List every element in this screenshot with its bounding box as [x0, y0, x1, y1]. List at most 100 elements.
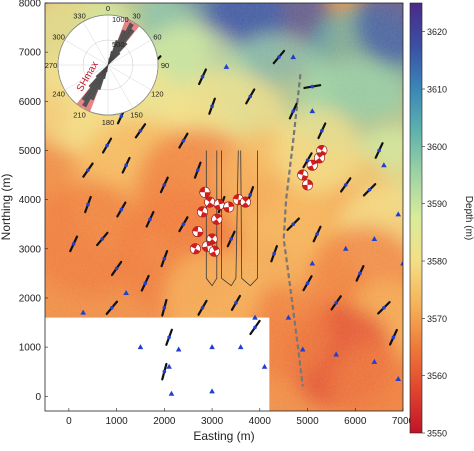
stress-bar	[272, 49, 286, 65]
station-marker	[371, 235, 378, 241]
station-marker	[252, 314, 258, 320]
focal-mechanism	[189, 243, 201, 255]
stress-bar	[312, 225, 322, 243]
rose-petal	[81, 64, 109, 102]
rose-diagram: 03060901201501802102402703003305001000SH…	[45, 4, 169, 127]
plot-frame	[44, 2, 404, 412]
focal-mechanism	[204, 196, 216, 208]
stress-bar-station	[119, 207, 124, 212]
focal-mechanism	[306, 159, 318, 171]
focal-compressional-quadrant	[212, 219, 220, 225]
focal-compressional-quadrant	[192, 226, 199, 232]
stress-bar	[377, 301, 391, 315]
focal-compressional-quadrant	[208, 233, 216, 239]
focal-mechanism	[208, 245, 220, 257]
rose-radial-label: 500	[112, 40, 125, 49]
y-tick-label: 5000	[19, 146, 42, 157]
stress-bar-station	[334, 301, 338, 305]
rose-petal	[107, 52, 121, 66]
stress-bar	[340, 177, 352, 193]
station-marker	[309, 260, 316, 266]
stress-bar	[82, 162, 94, 178]
rose-azimuth-label: 270	[45, 61, 58, 70]
colorbar-tick-label: 3600	[427, 142, 447, 152]
station-marker	[309, 108, 316, 114]
rose-azimuth-label: 210	[73, 110, 86, 119]
stress-bar	[230, 294, 242, 311]
stress-orientations	[69, 49, 398, 381]
station-marker	[381, 162, 387, 168]
stress-bar-station	[305, 281, 310, 285]
focal-compressional-quadrant	[217, 199, 225, 205]
masked-region	[45, 317, 270, 411]
y-axis: 0 1000 2000 3000 4000 5000 6000 7000 8000	[19, 0, 48, 403]
stress-bar	[197, 299, 208, 316]
rose-radial-label: 1000	[112, 15, 129, 24]
station-marker	[175, 346, 182, 352]
stress-bar	[270, 245, 278, 263]
rose-azimuth-label: 330	[73, 12, 86, 21]
stress-bar-station	[162, 369, 167, 374]
colorbar-tick-label: 3560	[427, 371, 447, 381]
station-marker	[342, 245, 349, 251]
stress-bar-station	[277, 55, 281, 59]
focal-mechanism	[197, 206, 209, 218]
station-marker	[261, 363, 268, 369]
stress-bar-station	[195, 168, 200, 172]
x-tick-label: 7000	[392, 416, 415, 427]
stress-bar-station	[181, 138, 186, 143]
focal-compressional-quadrant	[212, 246, 220, 252]
station-marker	[395, 211, 402, 217]
rose-azimuth-label: 150	[130, 110, 143, 119]
focal-compressional-quadrant	[228, 201, 234, 207]
focal-mechanism	[313, 152, 325, 164]
x-tick-label: 3000	[201, 416, 224, 427]
y-axis-label: Northing (m)	[0, 174, 13, 241]
stress-bar-station	[253, 325, 257, 330]
focal-compressional-quadrant	[214, 214, 222, 220]
focal-compressional-quadrant	[316, 152, 324, 158]
stress-bar	[286, 217, 300, 231]
focal-compressional-quadrant	[214, 204, 221, 210]
stress-bar	[134, 123, 147, 139]
stress-bar-station	[248, 192, 253, 197]
station-marker	[333, 351, 339, 357]
stress-bar-station	[382, 305, 386, 310]
stress-bar-station	[200, 74, 205, 79]
focal-compressional-quadrant	[302, 184, 308, 191]
rose-azimuth-label: 240	[52, 90, 65, 99]
stress-bar	[116, 201, 127, 218]
stress-bar-station	[162, 305, 167, 310]
fault-trace	[282, 74, 304, 387]
focal-compressional-quadrant	[223, 207, 230, 213]
focal-compressional-quadrant	[315, 157, 323, 164]
x-tick-label: 4000	[249, 416, 272, 427]
stress-bar-station	[138, 129, 143, 133]
stress-bar-station	[86, 202, 90, 207]
focal-compressional-quadrant	[205, 196, 213, 203]
stress-bar	[145, 210, 155, 228]
focal-compressional-quadrant	[193, 248, 201, 254]
stress-bar-station	[310, 84, 315, 89]
colorbar-label: Depth (m)	[463, 196, 474, 240]
stress-bar	[178, 216, 189, 233]
focal-mechanism	[199, 186, 211, 198]
colorbar-tick-label: 3570	[427, 314, 447, 324]
stress-bar	[193, 161, 202, 179]
focal-mechanism	[223, 201, 235, 213]
stress-bar-station	[248, 94, 253, 99]
stress-bar	[355, 265, 365, 282]
stress-bar-station	[343, 183, 348, 187]
focal-mechanisms	[189, 144, 328, 257]
focal-compressional-quadrant	[199, 187, 205, 193]
rose-petal	[103, 64, 109, 80]
focal-mechanism	[239, 196, 251, 208]
focal-compressional-quadrant	[209, 251, 217, 257]
stress-bar	[249, 319, 261, 336]
focal-compressional-quadrant	[204, 192, 211, 198]
rose-petal	[107, 22, 134, 66]
rose-azimuth-label: 180	[102, 118, 115, 127]
rose-azimuth-label: 90	[161, 61, 169, 70]
stress-bar-station	[162, 256, 167, 261]
y-tick-label: 8000	[19, 0, 42, 10]
